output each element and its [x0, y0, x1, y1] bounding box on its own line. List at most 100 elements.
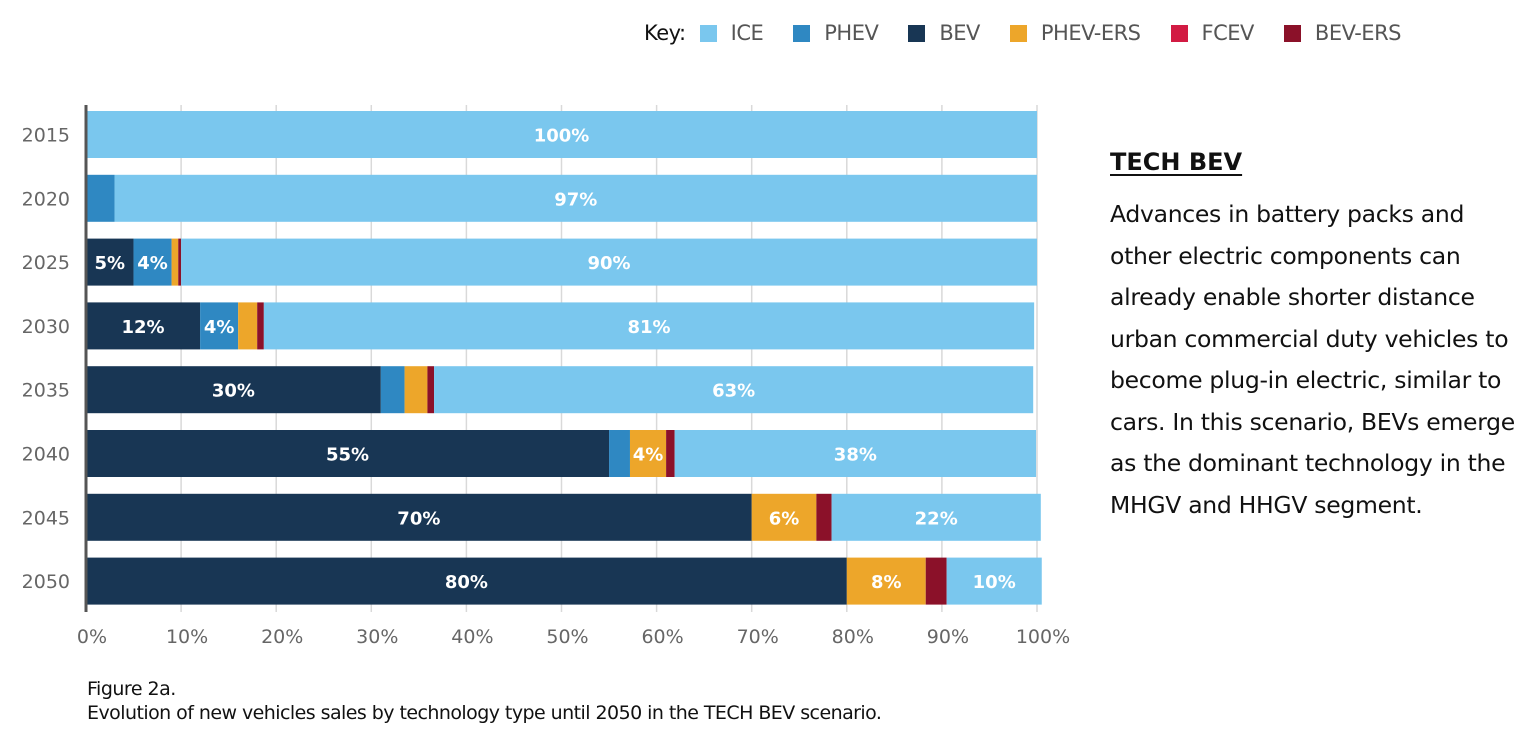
- bar-segment-ice-2050: [946, 557, 1042, 605]
- x-tick-label: 100%: [1016, 626, 1070, 648]
- y-tick-label: 2035: [22, 380, 70, 402]
- legend-item-phev-ers: PHEV-ERS: [1009, 21, 1141, 45]
- y-axis-labels: 2015 2020 2025 2030 2035 2040 2045 2050: [22, 125, 70, 594]
- scenario-description: TECH BEV Advances in battery packs and o…: [1110, 148, 1515, 526]
- y-tick-label: 2020: [22, 188, 70, 210]
- bar-segment-bev-2025: [86, 238, 134, 286]
- bar-segment-ice-2020: [114, 174, 1037, 222]
- y-tick-label: 2025: [22, 252, 70, 274]
- bar-segment-bev-2045: [86, 493, 752, 541]
- legend-swatch-phev-ers: [1009, 24, 1027, 42]
- data-label-phev-2025: 4%: [137, 253, 168, 274]
- data-label-phev-2030: 4%: [204, 317, 235, 338]
- x-tick-label: 30%: [356, 626, 398, 648]
- x-tick-label: 0%: [77, 626, 107, 648]
- chart-legend: Key: ICE PHEV BEV PHEV-ERS FCEV BEV-ERS: [644, 18, 1402, 48]
- bar-segment-phev-ers-2025: [171, 238, 179, 286]
- bar-segment-bev-ers-2025: [178, 238, 182, 286]
- figure-caption: Figure 2a. Evolution of new vehicles sal…: [87, 678, 882, 724]
- bar-segment-bev-ers-2040: [666, 430, 675, 477]
- bar-segment-bev-ers-2045: [816, 493, 832, 541]
- data-label-ice-2030: 81%: [627, 317, 670, 338]
- x-tick-label: 60%: [641, 626, 683, 648]
- data-label-bev-2035: 30%: [212, 381, 255, 402]
- legend-item-phev: PHEV: [793, 21, 879, 45]
- x-tick-label: 90%: [927, 626, 969, 648]
- legend-swatch-bev-ers: [1283, 24, 1301, 42]
- bar-segment-phev-ers-2040: [629, 430, 667, 477]
- bar-segment-ice-2030: [263, 302, 1035, 350]
- scenario-body-text: Advances in battery packs and other elec…: [1110, 200, 1515, 519]
- bar-segment-ice-2035: [434, 366, 1034, 414]
- data-label-ice-2045: 22%: [915, 508, 958, 529]
- bar-segment-bev-2035: [86, 366, 381, 414]
- data-label-ice-2020: 97%: [554, 189, 597, 210]
- data-label-bev-2025: 5%: [94, 253, 125, 274]
- bar-segment-phev-ers-2045: [751, 493, 817, 541]
- bar-segment-phev-ers-2035: [404, 366, 428, 414]
- data-label-ice-2025: 90%: [588, 253, 631, 274]
- bar-segment-phev-ers-2030: [238, 302, 258, 350]
- y-tick-label: 2015: [22, 125, 70, 147]
- y-tick-label: 2050: [22, 571, 70, 593]
- legend-swatch-fcev: [1170, 24, 1188, 42]
- data-label-phev-ers-2045: 6%: [769, 508, 800, 529]
- data-label-bev-2040: 55%: [326, 445, 369, 466]
- legend-label-bev-ers: BEV-ERS: [1314, 21, 1402, 45]
- x-tick-label: 10%: [166, 626, 208, 648]
- data-label-ice-2040: 38%: [834, 445, 877, 466]
- bar-segment-phev-2030: [200, 302, 239, 350]
- legend-label-fcev: FCEV: [1201, 21, 1255, 45]
- stacked-bar-chart: 100% 97% 5% 4% 90% 12% 4% 81% 30% 63% 55% 4% 38% 70% 6…: [22, 105, 1070, 648]
- y-tick-label: 2045: [22, 507, 70, 529]
- legend-item-bev-ers: BEV-ERS: [1283, 21, 1402, 45]
- figure-description: Evolution of new vehicles sales by techn…: [87, 702, 882, 724]
- legend-swatch-phev: [793, 24, 811, 42]
- legend-label-phev: PHEV: [824, 21, 879, 45]
- bars: [86, 111, 1042, 605]
- data-label-ice-2050: 10%: [973, 572, 1016, 593]
- data-label-bev-2030: 12%: [122, 317, 165, 338]
- segment-labels: 100% 97% 5% 4% 90% 12% 4% 81% 30% 63% 55% 4% 38% 70% 6…: [94, 126, 1015, 594]
- legend-label-bev: BEV: [939, 21, 980, 45]
- legend-item-fcev: FCEV: [1170, 21, 1255, 45]
- legend-label-phev-ers: PHEV-ERS: [1040, 21, 1141, 45]
- bar-segment-bev-2030: [86, 302, 201, 350]
- data-label-bev-2045: 70%: [397, 508, 440, 529]
- bar-segment-phev-2035: [380, 366, 405, 414]
- x-tick-label: 80%: [832, 626, 874, 648]
- x-tick-label: 40%: [451, 626, 493, 648]
- x-tick-label: 50%: [546, 626, 588, 648]
- bar-segment-bev-ers-2050: [925, 557, 947, 605]
- scenario-heading: TECH BEV: [1110, 148, 1243, 176]
- legend-swatch-bev: [908, 24, 926, 42]
- data-label-ice-2035: 63%: [712, 381, 755, 402]
- bar-segment-phev-ers-2050: [846, 557, 926, 605]
- bar-segment-bev-2050: [86, 557, 847, 605]
- bar-segment-phev-2025: [133, 238, 172, 286]
- y-tick-label: 2030: [22, 316, 70, 338]
- x-tick-label: 20%: [261, 626, 303, 648]
- legend-label-ice: ICE: [730, 21, 764, 45]
- figure-number: Figure 2a.: [87, 678, 176, 700]
- data-label-ice-2015: 100%: [534, 126, 590, 147]
- data-label-phev-ers-2040: 4%: [633, 445, 664, 466]
- legend-item-ice: ICE: [699, 21, 764, 45]
- bar-segment-bev-ers-2035: [427, 366, 435, 414]
- bar-segment-ice-2025: [181, 238, 1038, 286]
- bar-segment-ice-2045: [831, 493, 1041, 541]
- y-tick-label: 2040: [22, 444, 70, 466]
- bar-segment-phev-2040: [609, 430, 630, 477]
- x-axis-labels: 0% 10% 20% 30% 40% 50% 60% 70% 80% 90% 100%: [77, 626, 1070, 648]
- legend-swatch-ice: [699, 24, 717, 42]
- legend-item-bev: BEV: [908, 21, 980, 45]
- legend-key-label: Key:: [644, 21, 686, 45]
- bar-segment-bev-2040: [86, 430, 610, 477]
- bar-segment-ice-2015: [86, 111, 1037, 158]
- bar-segment-ice-2040: [674, 430, 1037, 477]
- data-label-bev-2050: 80%: [445, 572, 488, 593]
- data-label-phev-ers-2050: 8%: [871, 572, 902, 593]
- bar-segment-phev-2020: [86, 174, 115, 222]
- x-tick-label: 70%: [737, 626, 779, 648]
- bar-segment-bev-ers-2030: [257, 302, 264, 350]
